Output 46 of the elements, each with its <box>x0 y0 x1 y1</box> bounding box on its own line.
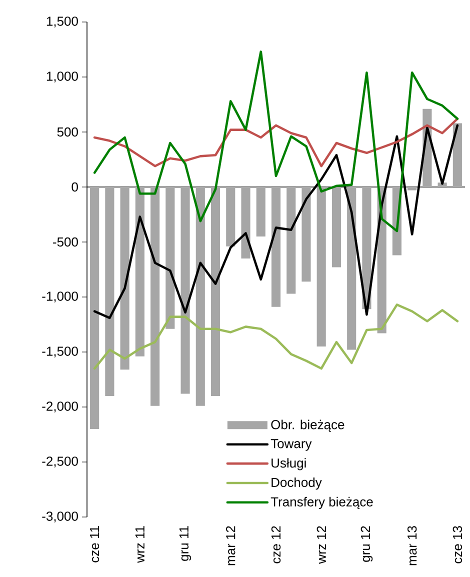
bar <box>408 187 417 190</box>
legend-label: Transfery bieżące <box>270 496 373 510</box>
bar <box>210 187 220 396</box>
y-tick-label: 1,500 <box>46 16 78 28</box>
bar <box>347 187 356 350</box>
legend-label: Towary <box>270 439 312 451</box>
bar <box>226 187 236 246</box>
bar <box>241 187 250 258</box>
legend-label: Usługi <box>272 458 306 470</box>
bar <box>271 187 281 307</box>
y-tick-label: 1,000 <box>46 72 78 82</box>
y-tick-label: -1,000 <box>42 292 78 302</box>
bar <box>90 187 100 429</box>
bar <box>452 123 462 187</box>
y-tick-label: 0 <box>72 182 78 192</box>
x-tick-label: mar 13 <box>407 526 417 566</box>
y-tick-label: -500 <box>53 237 78 247</box>
y-tick-label: -2,000 <box>42 402 78 412</box>
x-tick-label: cze 11 <box>90 526 100 562</box>
x-tick-label: cze 13 <box>452 526 462 564</box>
x-tick-label: cze 12 <box>271 526 281 564</box>
bar <box>120 187 130 370</box>
bar <box>135 187 144 356</box>
bar <box>196 187 205 406</box>
bar <box>332 187 342 268</box>
x-tick-label: wrz 11 <box>135 526 144 563</box>
y-tick-label: -2,500 <box>42 456 78 468</box>
legend-label: Obr. bieżące <box>271 420 344 432</box>
legend-label: Dochody <box>272 478 322 490</box>
bar <box>105 187 114 396</box>
y-tick-label: -3,000 <box>42 512 78 522</box>
bar <box>316 187 326 346</box>
bar <box>302 187 311 282</box>
bar <box>150 187 160 406</box>
line-series <box>93 304 459 370</box>
line-series <box>93 50 459 232</box>
y-tick-label: -1,500 <box>42 346 78 358</box>
bar <box>180 187 190 394</box>
bar <box>256 187 266 236</box>
y-tick-label: 500 <box>57 127 78 137</box>
bar <box>166 187 175 329</box>
bar <box>286 187 296 294</box>
x-tick-label: gru 11 <box>179 526 192 561</box>
x-tick-label: gru 12 <box>360 526 373 562</box>
x-tick-label: mar 12 <box>226 526 236 566</box>
x-tick-label: wrz 12 <box>316 526 326 564</box>
